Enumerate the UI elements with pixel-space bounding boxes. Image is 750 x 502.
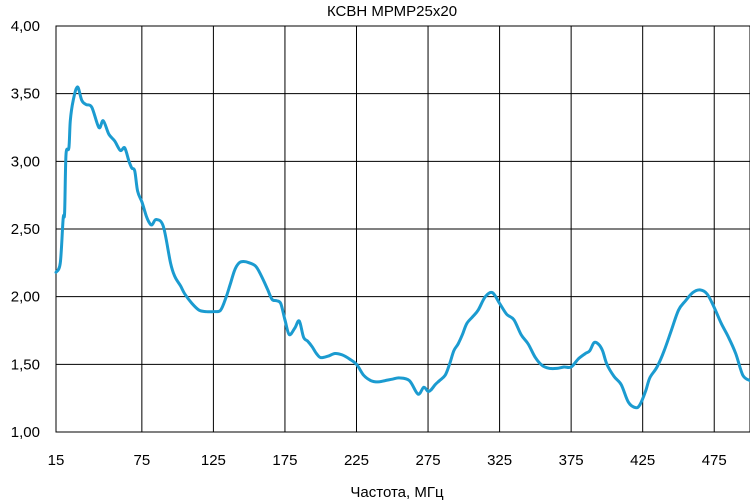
x-tick-label: 425 (630, 452, 655, 469)
x-tick-label: 125 (201, 452, 226, 469)
x-tick-label: 75 (134, 452, 151, 469)
x-tick-label: 275 (416, 452, 441, 469)
y-tick-label: 3,50 (11, 86, 40, 103)
y-tick-label: 4,00 (11, 18, 40, 35)
y-tick-label: 1,50 (11, 356, 40, 373)
y-tick-label: 3,00 (11, 153, 40, 170)
y-tick-label: 2,50 (11, 221, 40, 238)
x-tick-label: 225 (344, 452, 369, 469)
x-tick-label: 175 (272, 452, 297, 469)
y-tick-label: 1,00 (11, 424, 40, 441)
x-tick-label: 325 (487, 452, 512, 469)
y-axis-tick-labels: 1,00 1,50 2,00 2,50 3,00 3,50 4,00 (11, 18, 40, 441)
x-axis-tick-labels: 15 75 125 175 225 275 325 375 425 475 (48, 452, 727, 469)
plot-frame (55, 25, 750, 433)
x-axis-label: Частота, МГц (350, 484, 444, 501)
vswr-series-line (54, 85, 750, 410)
chart-title: КСВН МРМР25х20 (327, 3, 457, 20)
grid-lines (55, 25, 750, 433)
x-tick-label: 475 (702, 452, 727, 469)
y-tick-label: 2,00 (11, 289, 40, 306)
x-tick-label: 15 (48, 452, 65, 469)
x-tick-label: 375 (559, 452, 584, 469)
